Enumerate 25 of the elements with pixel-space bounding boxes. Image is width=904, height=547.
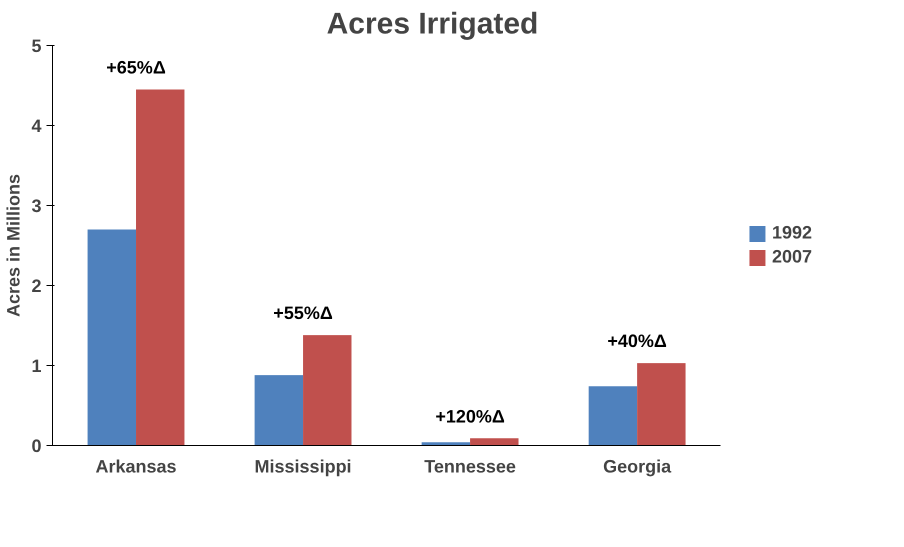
- bar: [88, 230, 136, 446]
- x-tick-label: Tennessee: [424, 456, 516, 476]
- chart-title: Acres Irrigated: [326, 8, 538, 40]
- y-tick-label: 0: [31, 436, 42, 456]
- bar: [588, 386, 638, 446]
- y-tick-label: 1: [31, 356, 42, 376]
- bar: [637, 363, 686, 446]
- legend-label: 2007: [772, 246, 812, 268]
- bar: [254, 375, 304, 446]
- annotation: +40%Δ: [607, 331, 667, 352]
- y-tick-label: 5: [31, 36, 42, 56]
- annotation: +55%Δ: [273, 303, 333, 324]
- x-tick-label: Arkansas: [95, 456, 177, 476]
- x-tick-label: Mississippi: [254, 456, 352, 476]
- y-axis-title: Acres in Millions: [3, 174, 24, 318]
- bar: [470, 438, 519, 446]
- y-tick-label: 3: [31, 196, 42, 216]
- annotation: +120%Δ: [435, 406, 505, 426]
- legend-label: 1992: [772, 222, 812, 244]
- x-tick-label: Georgia: [603, 456, 672, 476]
- y-tick-label: 2: [31, 276, 42, 296]
- bar: [136, 90, 184, 446]
- y-tick-label: 4: [31, 116, 42, 136]
- annotation: +65%Δ: [106, 58, 166, 78]
- bar: [303, 335, 352, 446]
